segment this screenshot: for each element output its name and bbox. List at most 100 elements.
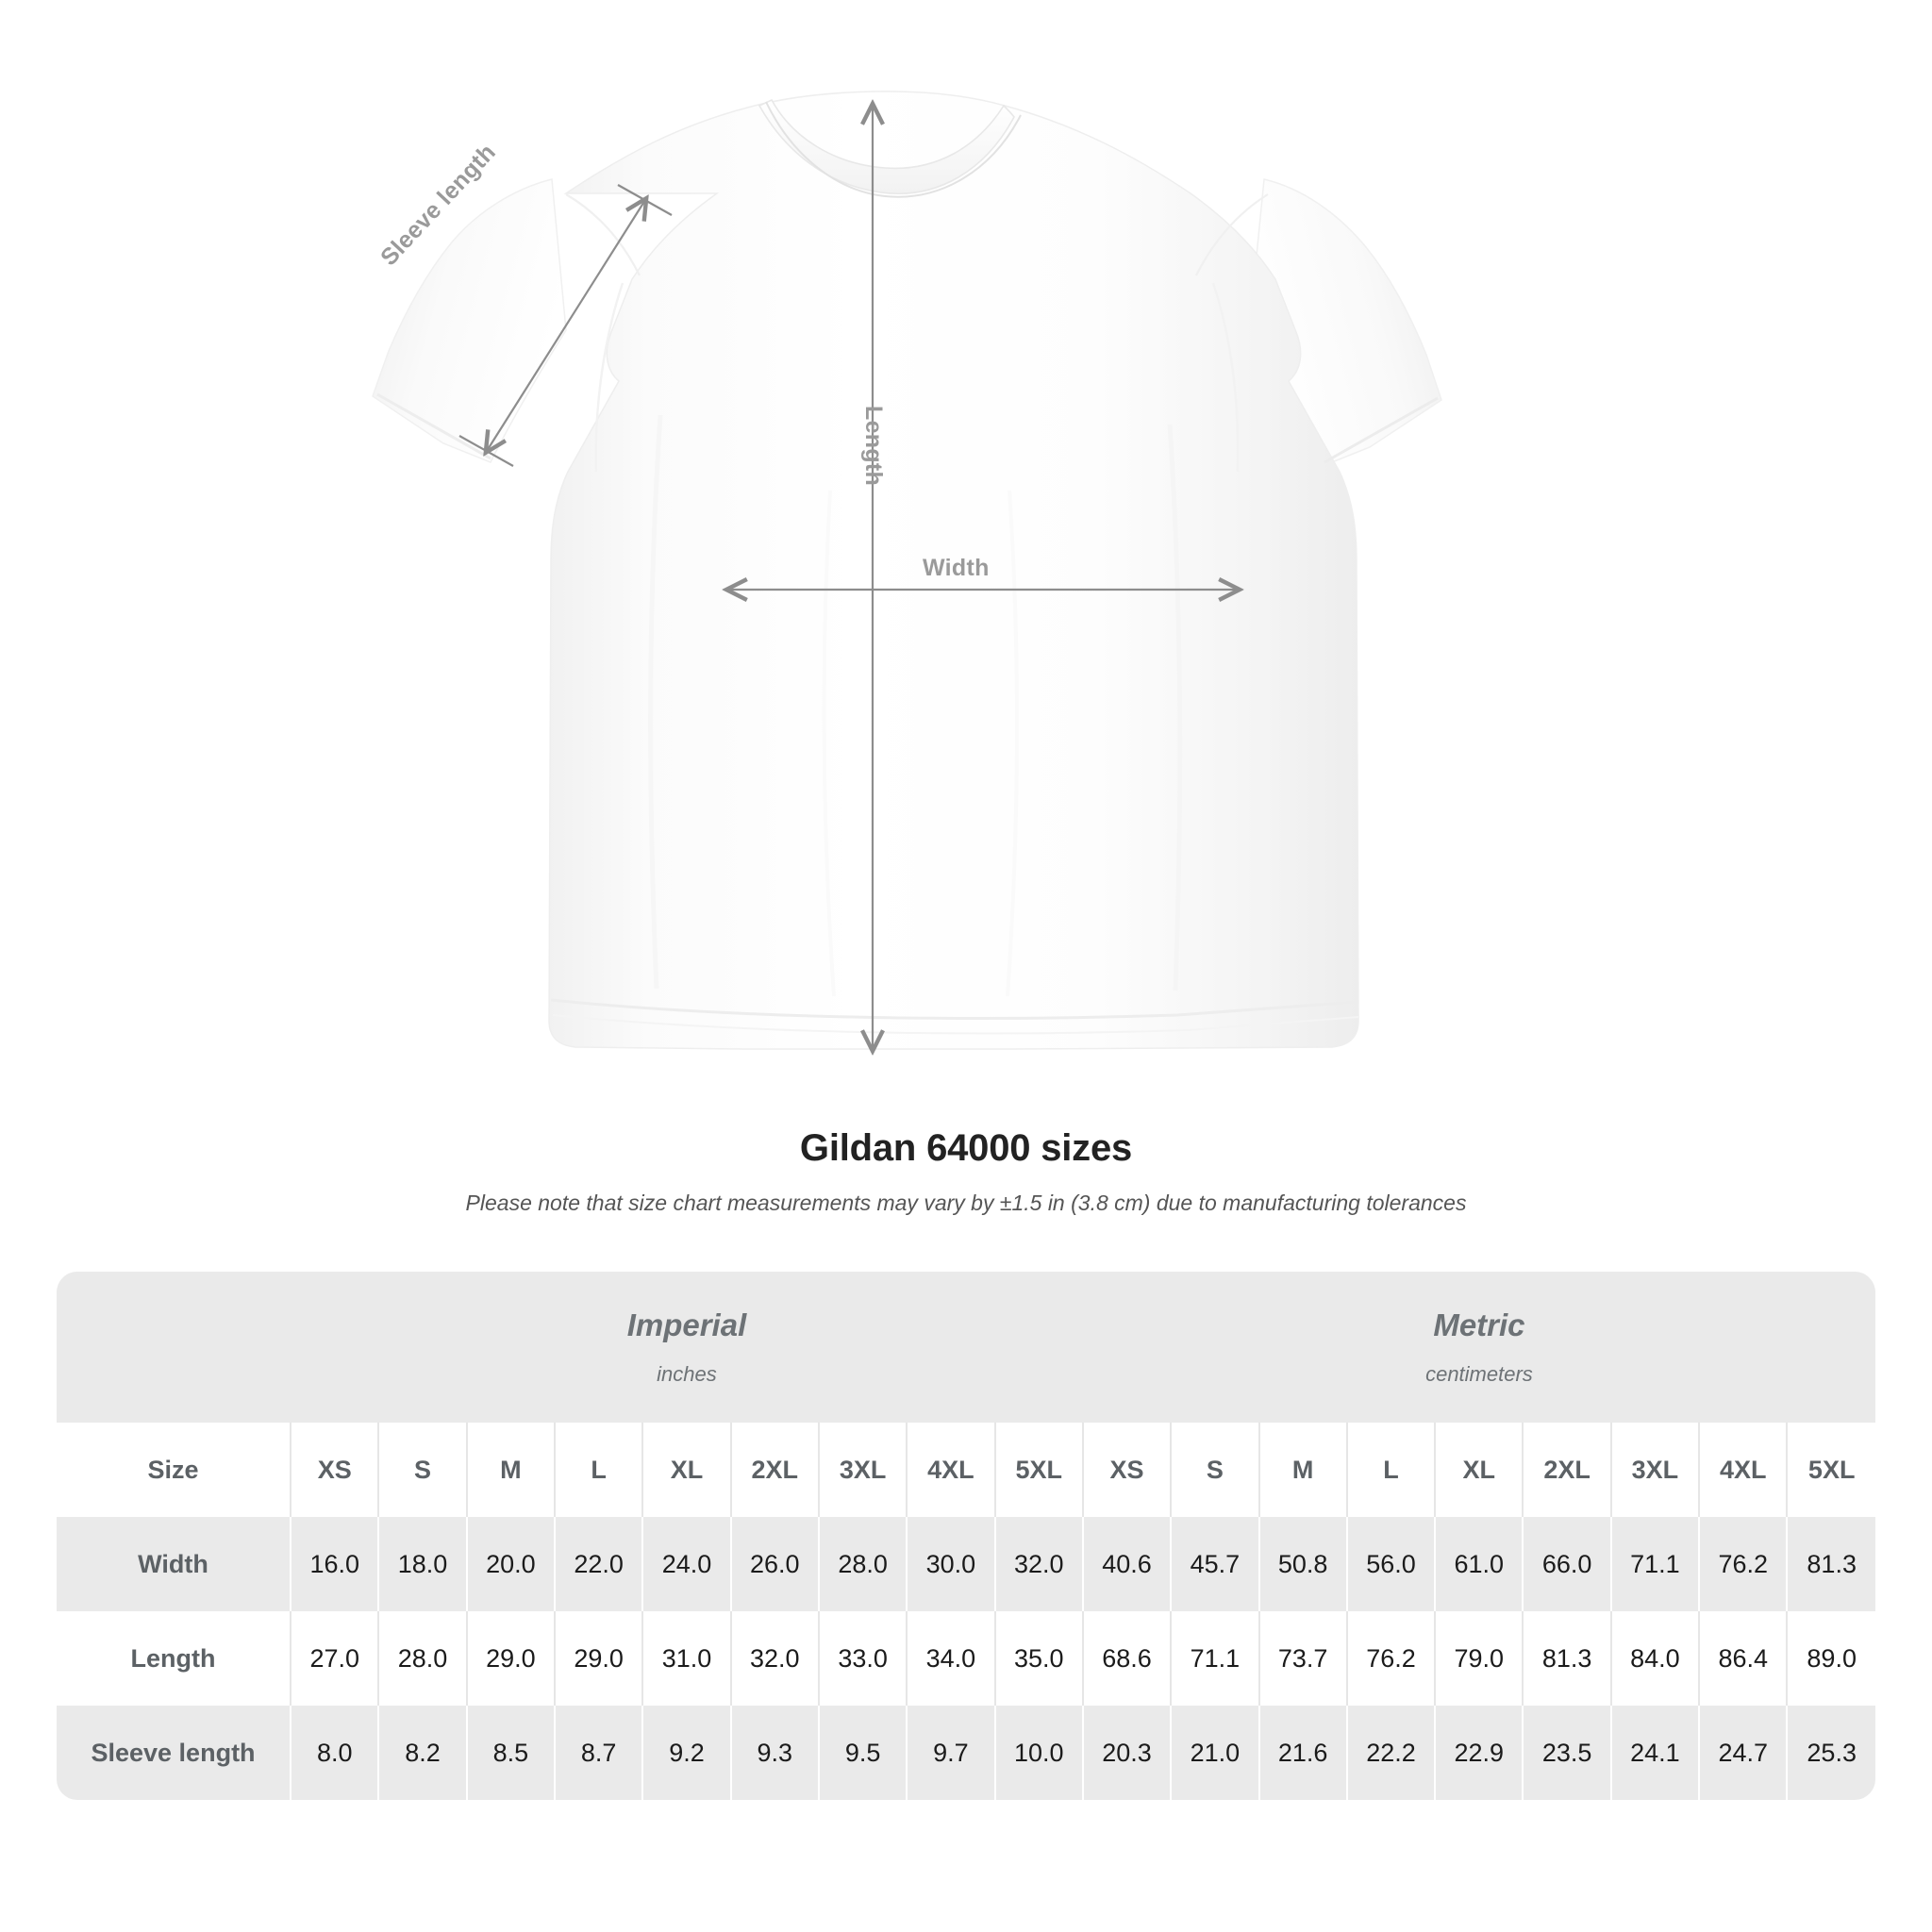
measurement-cell: 73.7 <box>1257 1611 1347 1706</box>
measurement-cell: 26.0 <box>729 1517 819 1611</box>
size-column-header: 5XL <box>1786 1423 1875 1517</box>
measurement-cell: 20.3 <box>1081 1706 1172 1800</box>
right-sleeve-hem <box>1324 396 1439 464</box>
tshirt-body <box>372 91 1442 1050</box>
unit-group-sub: centimeters <box>1425 1362 1533 1387</box>
measurement-cell: 9.2 <box>641 1706 731 1800</box>
table-row: Width 16.0 18.0 20.0 22.0 24.0 26.0 28.0 30.0 32.… <box>57 1517 1875 1611</box>
sleeve-tick-top <box>617 184 673 216</box>
measurement-cell: 21.6 <box>1257 1706 1347 1800</box>
measurement-cell: 28.0 <box>817 1517 908 1611</box>
measurement-cell: 45.7 <box>1170 1517 1259 1611</box>
measurement-cell: 56.0 <box>1345 1517 1436 1611</box>
bottom-hem <box>550 998 1359 1020</box>
measurement-cell: 71.1 <box>1170 1611 1259 1706</box>
size-chart-table: Imperial inches Metric centimeters Size XS S M L… <box>57 1272 1875 1800</box>
table-row: Length 27.0 28.0 29.0 29.0 31.0 32.0 33.0 34.0 35… <box>57 1611 1875 1706</box>
measurement-cell: 79.0 <box>1434 1611 1524 1706</box>
fold-center-right <box>1006 490 1020 997</box>
size-column-header: L <box>1345 1423 1436 1517</box>
measurement-cell: 68.6 <box>1081 1611 1172 1706</box>
measurement-cell: 32.0 <box>729 1611 819 1706</box>
left-shoulder-seam <box>565 193 641 276</box>
measurement-cell: 32.0 <box>993 1517 1083 1611</box>
unit-header-row: Imperial inches Metric centimeters <box>57 1272 1875 1423</box>
size-column-header: 4XL <box>1698 1423 1788 1517</box>
measurement-cell: 28.0 <box>377 1611 467 1706</box>
size-column-header: 4XL <box>906 1423 995 1517</box>
collar-rib <box>758 98 1015 194</box>
size-chart-table-wrapper: Imperial inches Metric centimeters Size XS S M L… <box>57 1272 1875 1800</box>
bottom-hem-inner <box>552 1014 1359 1035</box>
measurement-cell: 24.7 <box>1698 1706 1788 1800</box>
size-column-header: M <box>1257 1423 1347 1517</box>
tolerance-note: Please note that size chart measurements… <box>465 1191 1467 1215</box>
right-shoulder-seam <box>1195 193 1269 276</box>
unit-group-metric: Metric centimeters <box>1082 1272 1875 1423</box>
measurement-cell: 27.0 <box>290 1611 379 1706</box>
measurement-cell: 84.0 <box>1609 1611 1700 1706</box>
fold-center-left <box>822 490 836 997</box>
size-column-header: XL <box>641 1423 731 1517</box>
measurement-cell: 24.1 <box>1609 1706 1700 1800</box>
measurement-cell: 34.0 <box>906 1611 995 1706</box>
size-column-header: 2XL <box>1522 1423 1611 1517</box>
left-sleeve <box>372 178 567 463</box>
unit-group-name: Metric <box>1433 1307 1525 1342</box>
size-column-header: XS <box>290 1423 379 1517</box>
size-header-row: Size XS S M L XL 2XL 3XL 4XL 5XL XS S M L XL 2XL 3XL 4XL 5… <box>57 1423 1875 1517</box>
fold-left <box>648 414 663 990</box>
measurement-cell: 8.0 <box>290 1706 379 1800</box>
measurement-cell: 29.0 <box>553 1611 643 1706</box>
fold-right <box>1167 424 1183 991</box>
unit-group-name: Imperial <box>626 1307 747 1342</box>
row-label-width: Width <box>57 1517 291 1611</box>
measurement-cell: 10.0 <box>993 1706 1083 1800</box>
unit-group-sub: inches <box>657 1362 717 1387</box>
unit-group-imperial: Imperial inches <box>291 1272 1083 1423</box>
length-label: Length <box>860 406 887 487</box>
dimension-lines <box>458 106 1238 1049</box>
measurement-cell: 8.7 <box>553 1706 643 1800</box>
measurement-cell: 31.0 <box>641 1611 731 1706</box>
tshirt-svg <box>372 91 1442 1113</box>
right-armhole-seam <box>1211 282 1240 473</box>
size-column-header: M <box>465 1423 555 1517</box>
measurement-cell: 9.3 <box>729 1706 819 1800</box>
measurement-cell: 61.0 <box>1434 1517 1524 1611</box>
measurement-cell: 8.2 <box>377 1706 467 1800</box>
table-row: Sleeve length 8.0 8.2 8.5 8.7 9.2 9.3 9.5 9.7 10.… <box>57 1706 1875 1800</box>
measurement-cell: 86.4 <box>1698 1611 1788 1706</box>
measurement-cell: 8.5 <box>465 1706 555 1800</box>
tshirt-torso <box>548 91 1359 1050</box>
measurement-cell: 33.0 <box>817 1611 908 1706</box>
sleeve-tick-bottom <box>458 435 514 467</box>
measurement-cell: 23.5 <box>1522 1706 1611 1800</box>
page-title: Gildan 64000 sizes <box>799 1127 1133 1169</box>
left-sleeve-hem <box>376 392 491 460</box>
row-label-length: Length <box>57 1611 291 1706</box>
measurement-cell: 25.3 <box>1786 1706 1875 1800</box>
measurement-cell: 22.0 <box>553 1517 643 1611</box>
size-column-header: L <box>553 1423 643 1517</box>
measurement-cell: 76.2 <box>1345 1611 1436 1706</box>
measurement-cell: 30.0 <box>906 1517 995 1611</box>
measurement-cell: 24.0 <box>641 1517 731 1611</box>
measurement-cell: 89.0 <box>1786 1611 1875 1706</box>
row-label-sleeve-length: Sleeve length <box>57 1706 291 1800</box>
size-column-header: XS <box>1081 1423 1172 1517</box>
measurement-cell: 9.7 <box>906 1706 995 1800</box>
shirt-illustration: Sleeve length Length Width <box>372 91 1442 1113</box>
size-column-header: 5XL <box>993 1423 1083 1517</box>
title-block: Gildan 64000 sizes Please note that size… <box>0 1127 1932 1216</box>
collar-seam <box>765 101 1022 198</box>
size-column-header: 3XL <box>817 1423 908 1517</box>
measurement-cell: 29.0 <box>465 1611 555 1706</box>
unit-header-spacer <box>57 1272 291 1423</box>
measurement-cell: 20.0 <box>465 1517 555 1611</box>
measurement-cell: 81.3 <box>1522 1611 1611 1706</box>
measurement-cell: 81.3 <box>1786 1517 1875 1611</box>
size-column-header: XL <box>1434 1423 1524 1517</box>
measurement-cell: 16.0 <box>290 1517 379 1611</box>
measurement-cell: 22.9 <box>1434 1706 1524 1800</box>
